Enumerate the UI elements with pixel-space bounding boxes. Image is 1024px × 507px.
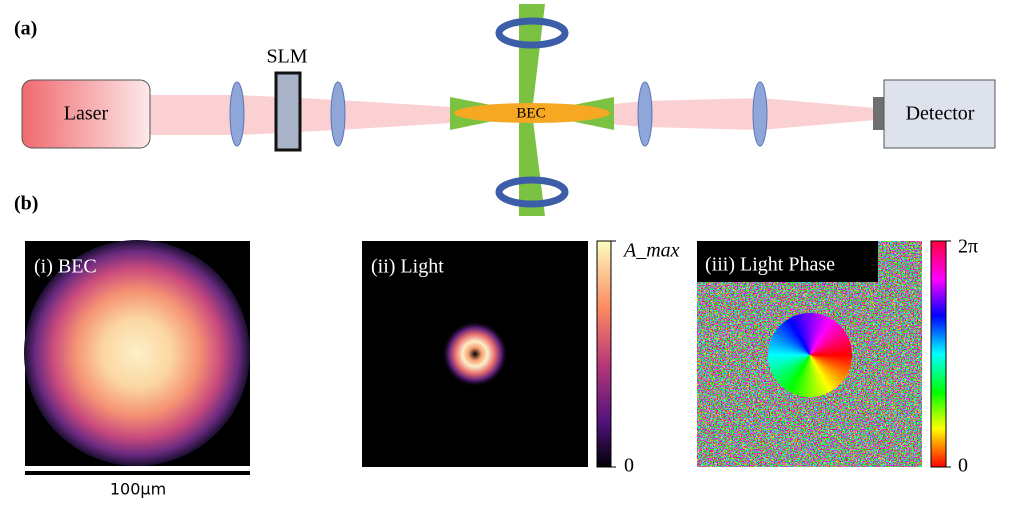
panel-label: (a) — [14, 18, 37, 40]
slm — [274, 71, 302, 152]
bec-cloud — [454, 103, 610, 123]
lens — [330, 81, 346, 147]
coil — [495, 176, 569, 208]
coil — [495, 17, 569, 49]
colorbar-max: 2π — [958, 236, 978, 258]
image-title: (ii) Light — [371, 256, 444, 278]
panel-label: (b) — [14, 193, 38, 215]
lens — [752, 81, 768, 147]
laser — [21, 79, 151, 149]
lens — [229, 81, 245, 147]
light-ring — [442, 321, 508, 387]
detector-window — [873, 97, 884, 130]
bec-label: BEC — [516, 105, 545, 121]
title-box — [697, 241, 878, 282]
laser-label: Laser — [64, 103, 109, 125]
slm-label: SLM — [266, 46, 307, 68]
colorbar-min: 0 — [958, 455, 968, 477]
detector — [883, 79, 996, 149]
phase-vortex — [768, 313, 852, 397]
image-title: (i) BEC — [34, 256, 97, 278]
colorbar-max: A_max — [622, 240, 680, 262]
image-title: (iii) Light Phase — [705, 254, 835, 276]
colorbar-min: 0 — [624, 455, 634, 477]
detector-label: Detector — [906, 103, 975, 125]
bec-density — [24, 240, 250, 466]
beam — [532, 98, 875, 130]
scale-bar-label: 100μm — [110, 480, 166, 499]
lens — [637, 81, 653, 147]
colorbar — [930, 240, 947, 468]
colorbar — [596, 240, 612, 468]
